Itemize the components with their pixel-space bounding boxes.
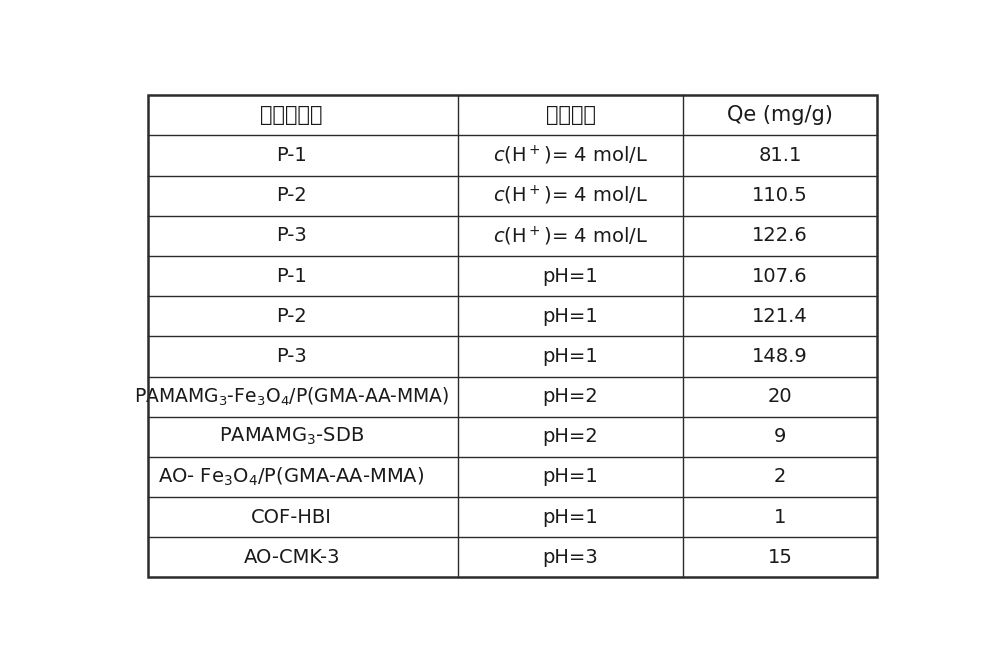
Text: P-2: P-2 — [276, 186, 307, 205]
Text: pH=2: pH=2 — [543, 387, 598, 406]
Text: PAMAMG$_3$-SDB: PAMAMG$_3$-SDB — [219, 426, 364, 448]
Text: AO- Fe$_3$O$_4$/P(GMA-AA-MMA): AO- Fe$_3$O$_4$/P(GMA-AA-MMA) — [158, 466, 425, 488]
Text: pH=1: pH=1 — [543, 468, 598, 486]
Text: P-3: P-3 — [276, 347, 307, 366]
Text: P-1: P-1 — [276, 266, 307, 286]
Text: $c$(H$^+$)= 4 mol/L: $c$(H$^+$)= 4 mol/L — [493, 224, 648, 248]
Text: 110.5: 110.5 — [752, 186, 808, 205]
Text: P-3: P-3 — [276, 226, 307, 245]
Text: 15: 15 — [767, 547, 792, 567]
Text: COF-HBI: COF-HBI — [251, 507, 332, 527]
Text: 81.1: 81.1 — [758, 146, 802, 165]
Text: $c$(H$^+$)= 4 mol/L: $c$(H$^+$)= 4 mol/L — [493, 144, 648, 167]
Text: 20: 20 — [768, 387, 792, 406]
Text: P-1: P-1 — [276, 146, 307, 165]
Text: AO-CMK-3: AO-CMK-3 — [243, 547, 340, 567]
Text: 吸附条件: 吸附条件 — [546, 105, 596, 125]
Text: 121.4: 121.4 — [752, 307, 808, 326]
Text: pH=1: pH=1 — [543, 347, 598, 366]
Text: pH=3: pH=3 — [543, 547, 598, 567]
Text: 2: 2 — [774, 468, 786, 486]
Text: 9: 9 — [774, 428, 786, 446]
Text: P-2: P-2 — [276, 307, 307, 326]
Text: pH=1: pH=1 — [543, 507, 598, 527]
Text: pH=1: pH=1 — [543, 266, 598, 286]
Text: Qe (mg/g): Qe (mg/g) — [727, 105, 833, 125]
Text: $c$(H$^+$)= 4 mol/L: $c$(H$^+$)= 4 mol/L — [493, 184, 648, 207]
Text: pH=1: pH=1 — [543, 307, 598, 326]
Text: 122.6: 122.6 — [752, 226, 808, 245]
Text: 107.6: 107.6 — [752, 266, 808, 286]
Text: 148.9: 148.9 — [752, 347, 808, 366]
Text: 吸附剂类型: 吸附剂类型 — [260, 105, 323, 125]
Text: 1: 1 — [774, 507, 786, 527]
Text: PAMAMG$_3$-Fe$_3$O$_4$/P(GMA-AA-MMA): PAMAMG$_3$-Fe$_3$O$_4$/P(GMA-AA-MMA) — [134, 386, 449, 408]
Text: pH=2: pH=2 — [543, 428, 598, 446]
